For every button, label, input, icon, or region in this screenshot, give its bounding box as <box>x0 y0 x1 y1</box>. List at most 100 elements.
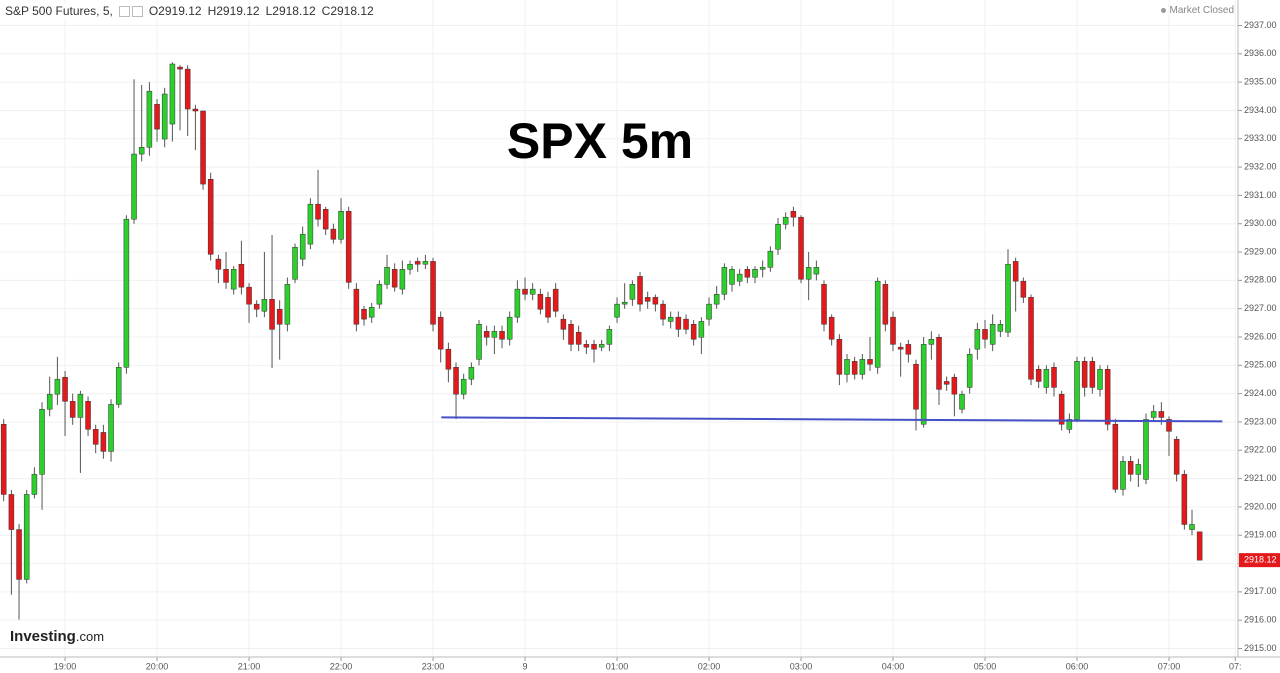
candle-body <box>537 293 544 310</box>
candle-body <box>238 263 245 288</box>
candle-body <box>0 423 7 495</box>
y-tick-label: 2935.00 <box>1244 77 1277 87</box>
candle-body <box>292 246 298 280</box>
candle-body <box>943 381 950 385</box>
x-tick-label: 21:00 <box>238 661 261 671</box>
candle-body <box>46 393 53 410</box>
chart-title: SPX 5m <box>507 113 693 169</box>
y-tick-label: 2931.00 <box>1244 190 1277 200</box>
candle-body <box>997 324 1004 332</box>
candle-body <box>506 316 513 340</box>
candle-body <box>951 376 958 395</box>
candle-body <box>936 337 942 390</box>
last-price-marker <box>1239 553 1280 568</box>
candle-body <box>1074 361 1080 420</box>
candle-body <box>851 361 858 375</box>
x-tick-label: 01:00 <box>606 661 629 671</box>
logo: Investing.com <box>10 628 104 645</box>
ohlc-close: C2918.12 <box>321 4 374 18</box>
y-tick-label: 2936.00 <box>1244 48 1277 58</box>
candle-body <box>253 303 260 310</box>
candle-body <box>652 297 659 305</box>
y-tick-label: 2922.00 <box>1244 445 1277 455</box>
y-tick-label: 2932.00 <box>1244 161 1277 171</box>
candle-body <box>177 66 183 70</box>
y-tick-label: 2917.00 <box>1244 586 1277 596</box>
x-tick-label: 07: <box>1229 661 1242 671</box>
candle-body <box>31 474 38 495</box>
candle-body <box>92 429 99 445</box>
candle-body <box>1058 393 1065 425</box>
candle-body <box>583 344 590 348</box>
candle-body <box>598 344 605 348</box>
candle-body <box>54 378 61 395</box>
candle-body <box>146 90 153 148</box>
candle-body <box>16 529 22 580</box>
candle-body <box>100 432 107 452</box>
candle-body <box>713 293 720 305</box>
candle-body <box>552 288 559 312</box>
candle-body <box>798 216 804 280</box>
candle-body <box>460 378 467 395</box>
x-tick-label: 05:00 <box>974 661 997 671</box>
candle-body <box>683 318 689 330</box>
candle-body <box>39 408 45 475</box>
candle-body <box>989 324 996 345</box>
candle-body <box>131 153 137 220</box>
candle-body <box>376 284 383 305</box>
candle-body <box>759 267 766 270</box>
candle-body <box>805 267 812 280</box>
y-tick-label: 2926.00 <box>1244 331 1277 341</box>
candle-body <box>276 308 283 325</box>
header-icons[interactable] <box>118 5 143 17</box>
candle-body <box>322 209 329 230</box>
candle-body <box>23 494 30 580</box>
candle-body <box>138 147 145 155</box>
candle-body <box>62 376 68 402</box>
candle-body <box>169 63 176 125</box>
trendline <box>441 416 1223 423</box>
candle-body <box>115 367 122 405</box>
candle-body <box>1097 369 1103 390</box>
candle-body <box>345 211 352 283</box>
x-tick-label: 04:00 <box>882 661 905 671</box>
candle-body <box>821 284 827 325</box>
candle-body <box>706 303 712 320</box>
x-tick-label: 22:00 <box>330 661 353 671</box>
candle-body <box>621 301 628 305</box>
candle-body <box>430 261 436 325</box>
candle-body <box>499 331 505 340</box>
candle-body <box>514 288 521 318</box>
x-tick-label: 23:00 <box>422 661 445 671</box>
candle-body <box>1051 367 1057 388</box>
candle-body <box>230 269 237 290</box>
candle-body <box>69 401 76 418</box>
candle-body <box>752 269 758 278</box>
candle-body <box>468 367 475 380</box>
candle-body <box>575 331 582 345</box>
candle-body <box>1127 461 1134 475</box>
ohlc-open: O2919.12 <box>148 4 202 18</box>
candle-body <box>483 331 490 338</box>
candle-body <box>1028 297 1034 380</box>
candle-body <box>338 211 344 240</box>
candle-body <box>882 284 889 325</box>
candle-body <box>1143 419 1149 480</box>
candle-body <box>1112 423 1119 490</box>
candle-body <box>108 404 114 452</box>
x-tick-label: 20:00 <box>146 661 169 671</box>
candle-body <box>261 299 268 312</box>
candle-body <box>606 329 613 345</box>
market-status: Market Closed <box>1161 5 1234 16</box>
candle-body <box>123 218 130 368</box>
candle-body <box>330 228 337 240</box>
candle-body <box>1005 263 1011 333</box>
y-tick-label: 2920.00 <box>1244 501 1277 511</box>
x-tick-label: 02:00 <box>698 661 721 671</box>
candle-body <box>1104 369 1111 425</box>
x-tick-label: 9 <box>523 661 528 671</box>
candle-body <box>905 344 912 355</box>
candle-body <box>1166 419 1172 432</box>
candle-body <box>1066 419 1073 430</box>
